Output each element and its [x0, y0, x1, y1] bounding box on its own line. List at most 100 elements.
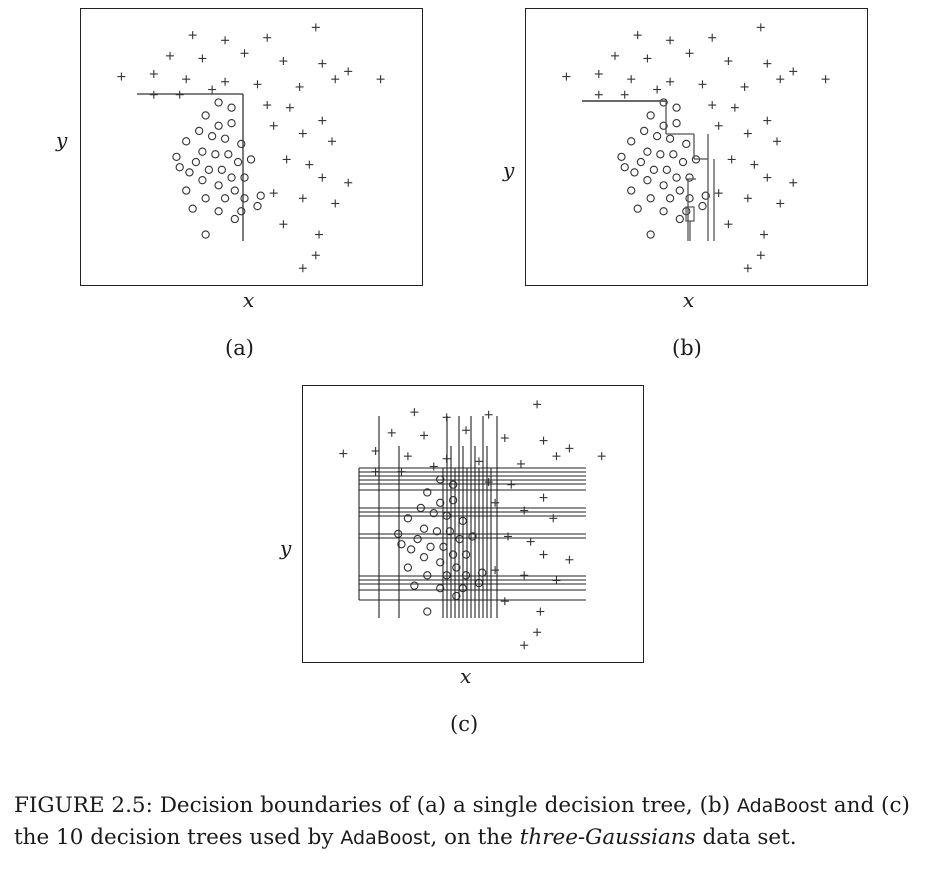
plus-point [552, 452, 561, 461]
plus-point [318, 116, 327, 125]
circle-point [448, 550, 458, 559]
plus-point [474, 457, 483, 466]
plus-point [611, 51, 619, 60]
plus-point [776, 75, 785, 84]
circle-point [659, 98, 668, 107]
plus-point [331, 75, 340, 84]
circle-point [230, 186, 239, 195]
plus-point [520, 641, 529, 650]
figure-caption: FIGURE 2.5: Decision boundaries of (a) a… [14, 790, 919, 854]
circle-point [646, 194, 655, 203]
circle-point [659, 121, 668, 130]
circle-point [220, 194, 230, 203]
ylabel-a: y [56, 128, 68, 152]
plus-point [344, 67, 353, 76]
circle-point [182, 137, 191, 146]
plus-point [520, 571, 529, 580]
circle-point [672, 103, 681, 112]
plus-point [328, 137, 336, 146]
plus-point [821, 75, 830, 84]
circle-point [620, 163, 629, 172]
plus-point [208, 85, 217, 94]
plus-point [117, 72, 126, 81]
circle-point [659, 181, 668, 190]
circle-point [627, 186, 636, 195]
circle-point [182, 186, 191, 195]
plus-point [263, 101, 272, 110]
plus-point [491, 498, 500, 507]
plus-point [182, 75, 191, 84]
circle-point [436, 558, 445, 567]
circle-point [643, 176, 652, 185]
plot-canvas-a [117, 23, 385, 273]
circle-point [403, 563, 413, 572]
circle-point [227, 103, 236, 112]
plus-point [305, 160, 314, 169]
plus-point [539, 550, 548, 559]
plus-point [565, 444, 574, 453]
circle-point [617, 152, 626, 162]
xlabel-a: x [243, 288, 255, 312]
circle-point [685, 194, 694, 203]
caption-algo-1: AdaBoost [736, 795, 827, 817]
circle-point [448, 480, 458, 489]
plus-point [594, 90, 603, 99]
circle-point [436, 498, 445, 507]
circle-point [678, 157, 688, 167]
circle-point [652, 131, 662, 141]
caption-mid: and (c) the 10 decision trees used by [14, 793, 910, 850]
plus-point [730, 103, 739, 112]
circle-point [436, 584, 445, 593]
circle-point [468, 532, 477, 541]
plus-point [763, 59, 772, 68]
plus-point [756, 251, 765, 260]
plus-point [507, 480, 516, 489]
circle-point [237, 207, 246, 216]
plus-point [740, 82, 749, 91]
circle-point [188, 204, 197, 213]
circle-point [672, 119, 681, 128]
plus-point [269, 189, 278, 198]
plus-point [565, 555, 574, 564]
plot-panel-a [80, 8, 423, 286]
circle-point [478, 568, 487, 577]
circle-point [191, 157, 201, 167]
plus-point [331, 199, 340, 208]
plus-point [666, 77, 675, 86]
circle-point [432, 527, 442, 536]
sublabel-c: (c) [450, 712, 479, 736]
circle-point [455, 534, 464, 544]
plus-point [743, 194, 752, 203]
plus-point [685, 49, 694, 58]
circle-point [640, 126, 649, 136]
circle-point [227, 119, 236, 128]
circle-point [423, 488, 432, 497]
circle-point [426, 542, 435, 551]
circle-point [659, 207, 668, 216]
circle-point [701, 191, 710, 200]
plus-point [462, 426, 471, 435]
plus-point [403, 452, 412, 461]
plus-point [311, 251, 320, 260]
circle-point [429, 508, 438, 518]
plus-point [420, 431, 429, 440]
caption-dataset: three-Gaussians [519, 825, 696, 850]
plus-point [410, 408, 419, 417]
circle-point [246, 155, 256, 164]
circle-point [214, 121, 223, 130]
plus-point [708, 33, 717, 42]
plus-point [318, 59, 327, 68]
circle-point [669, 150, 678, 159]
plus-point [298, 264, 307, 273]
plus-point [149, 90, 158, 99]
caption-algo-2: AdaBoost [340, 827, 431, 849]
plus-point [539, 493, 548, 502]
plus-point [743, 264, 752, 273]
circle-point [646, 111, 655, 120]
plus-point [371, 446, 380, 455]
plus-point [789, 67, 798, 76]
plus-point [253, 80, 262, 89]
decision-boundary-box [685, 206, 695, 222]
plus-point [198, 54, 207, 63]
plus-point [760, 230, 769, 239]
